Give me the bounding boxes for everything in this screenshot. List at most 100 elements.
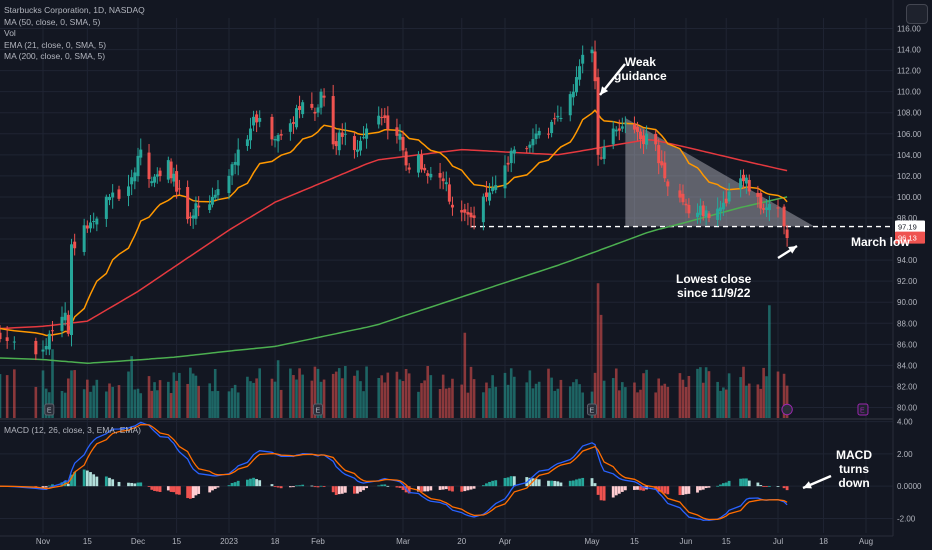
macd-hist-bar <box>44 486 48 488</box>
macd-tick-label: 4.00 <box>897 418 913 427</box>
candle-body <box>236 149 240 166</box>
candle-body <box>355 149 359 152</box>
candle-body <box>12 341 16 343</box>
volume-bar <box>279 389 283 418</box>
candle-body <box>429 173 433 178</box>
candle-body <box>537 130 541 136</box>
candle-body <box>571 91 575 98</box>
volume-bar <box>44 388 48 418</box>
volume-bar <box>191 373 195 418</box>
macd-hist-bar <box>47 485 51 487</box>
candle-body <box>782 206 786 227</box>
macd-hist-bar <box>153 486 156 491</box>
candle-body <box>531 139 535 146</box>
volume-bar <box>95 379 99 418</box>
candle-body <box>534 133 538 139</box>
macd-hist-bar <box>158 486 162 492</box>
macd-hist-bar <box>322 486 326 487</box>
candle-body <box>450 204 454 208</box>
volume-bar <box>111 386 114 418</box>
volume-bar <box>513 376 516 418</box>
volume-bar <box>337 368 341 418</box>
candle-body <box>139 149 143 158</box>
candle-body <box>491 187 495 192</box>
candle-body <box>386 115 390 130</box>
volume-bar <box>377 377 381 418</box>
candle-body <box>441 178 445 182</box>
macd-hist-bar <box>614 486 618 496</box>
candle-body <box>590 49 594 54</box>
candle-body <box>599 157 603 159</box>
macd-hist-bar <box>739 478 743 487</box>
volume-bar <box>621 382 624 418</box>
earnings-marker-letter: E <box>590 408 595 415</box>
candle-body <box>147 152 151 180</box>
price-tick-label: 98.00 <box>897 214 918 223</box>
price-tick-label: 114.00 <box>897 46 921 55</box>
volume-bar <box>426 366 430 418</box>
candle-body <box>742 174 745 182</box>
price-tick-label: 92.00 <box>897 277 918 286</box>
volume-bar <box>340 378 344 418</box>
earnings-marker <box>44 403 55 416</box>
price-tick-label: 86.00 <box>897 340 918 349</box>
volume-bar <box>51 349 54 418</box>
candle-body <box>47 333 51 350</box>
settings-button[interactable] <box>906 4 928 24</box>
annotation-macd-line2: turns <box>839 462 869 476</box>
volume-bar <box>663 383 667 418</box>
volume-bar <box>298 368 301 418</box>
candle-body <box>547 133 550 135</box>
candle-body <box>252 116 256 126</box>
macd-hist-bar <box>636 486 639 490</box>
annotation-lowest-line2: since 11/9/22 <box>676 286 751 300</box>
macd-hist-bar <box>534 478 538 487</box>
volume-bar <box>681 379 685 418</box>
macd-hist-bar <box>334 486 338 495</box>
volume-bar <box>636 392 639 418</box>
candle-body <box>494 185 498 190</box>
macd-hist-bar <box>95 476 99 487</box>
macd-hist-bar <box>660 486 664 493</box>
candle-body <box>313 111 317 114</box>
candle-body <box>611 128 615 145</box>
candle-body <box>194 203 198 219</box>
macd-hist-bar <box>581 477 585 487</box>
macd-hist-bar <box>441 486 445 490</box>
candle-body <box>177 188 181 190</box>
candle-body <box>398 133 402 140</box>
volume-bar <box>727 373 731 418</box>
volume-bar <box>150 390 154 418</box>
macd-hist-bar <box>356 486 359 494</box>
volume-bar <box>194 375 198 418</box>
level-price-label: 97.19 <box>898 223 917 232</box>
macd-hist-bar <box>463 486 467 492</box>
macd-hist-bar <box>762 486 766 487</box>
volume-bar <box>556 388 560 418</box>
volume-bar <box>722 387 725 418</box>
macd-hist-bar <box>177 486 181 495</box>
volume-bar <box>494 386 498 418</box>
candle-body <box>111 192 115 198</box>
candle-body <box>574 77 578 93</box>
macd-hist-bar <box>469 486 473 490</box>
volume-bar <box>233 384 237 418</box>
volume-bar <box>362 391 365 418</box>
volume-bar <box>213 369 217 418</box>
macd-hist-bar <box>494 480 498 487</box>
volume-bar <box>273 381 277 418</box>
volume-bar <box>401 381 405 418</box>
candle-body <box>197 205 201 208</box>
macd-tick-label: -2.00 <box>897 514 916 523</box>
volume-bar <box>614 368 618 418</box>
macd-hist-bar <box>420 486 423 492</box>
legend-ema21: EMA (21, close, 0, SMA, 5) <box>4 39 107 50</box>
volume-bar <box>133 389 137 418</box>
volume-bar <box>344 366 347 418</box>
volume-bar <box>331 373 335 418</box>
volume-bar <box>429 375 433 418</box>
macd-hist-bar <box>188 486 192 499</box>
volume-bar <box>537 381 541 418</box>
candle-body <box>602 147 606 159</box>
candle-body <box>696 212 699 218</box>
